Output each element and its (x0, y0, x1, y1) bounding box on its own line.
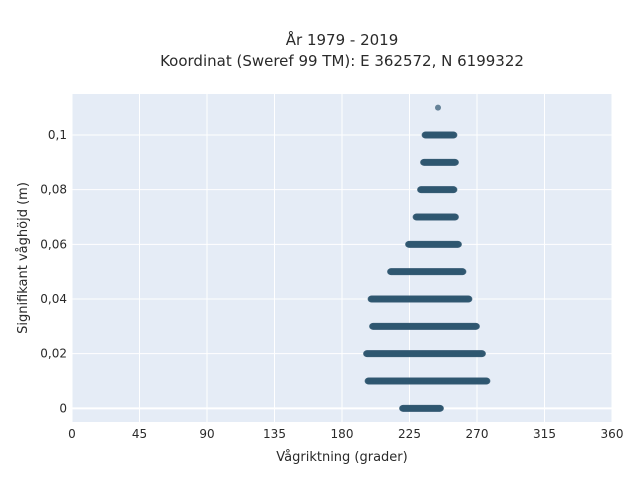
data-point (438, 405, 444, 412)
y-tick-label: 0 (59, 401, 67, 415)
y-axis-label: Signifikant våghöjd (m) (16, 182, 31, 334)
data-point (451, 132, 458, 138)
data-point (453, 214, 459, 220)
chart-title-line1: År 1979 - 2019 (286, 30, 399, 49)
x-tick-label: 315 (533, 427, 556, 441)
grid-lines (71, 94, 613, 422)
x-tick-label: 225 (398, 427, 421, 441)
y-tick-label: 0,1 (48, 128, 67, 142)
data-point (451, 186, 458, 193)
y-tick-label: 0,06 (40, 237, 67, 251)
tick-labels: 0 45 90 135 180 225 270 315 360 0 0,02 0,04 0,06 0,08… (40, 128, 623, 441)
x-tick-label: 45 (132, 427, 147, 441)
data-point (480, 350, 486, 357)
x-tick-label: 90 (199, 427, 214, 441)
data-point (466, 296, 473, 302)
data-points (363, 104, 491, 412)
chart-title-line2: Koordinat (Sweref 99 TM): E 362572, N 61… (160, 52, 524, 70)
data-point (456, 241, 462, 248)
x-tick-label: 0 (68, 427, 76, 441)
data-point (484, 378, 491, 384)
x-tick-label: 270 (466, 427, 489, 441)
x-tick-label: 180 (331, 427, 354, 441)
x-tick-label: 360 (601, 427, 624, 441)
y-tick-label: 0,04 (40, 292, 67, 306)
data-point (460, 268, 467, 275)
data-point (474, 323, 480, 330)
data-point (453, 159, 459, 166)
y-tick-label: 0,08 (40, 183, 67, 197)
x-axis-label: Vågriktning (grader) (276, 450, 407, 465)
y-tick-label: 0,02 (40, 347, 67, 361)
x-tick-label: 135 (263, 427, 286, 441)
data-point (435, 104, 441, 111)
